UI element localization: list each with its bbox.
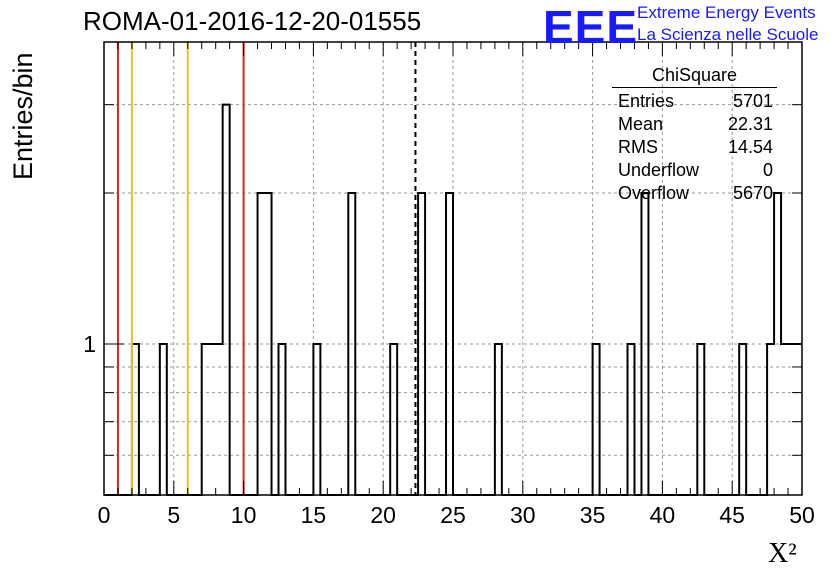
stats-box: ChiSquare Entries 5701 Mean 22.31 RMS 14… bbox=[612, 65, 777, 205]
histogram-bin bbox=[160, 344, 167, 495]
histogram-bin bbox=[418, 193, 425, 495]
x-tick-label: 45 bbox=[719, 502, 745, 528]
x-tick-label: 5 bbox=[167, 502, 180, 528]
histogram-bin bbox=[223, 105, 230, 495]
histogram-bin bbox=[132, 344, 139, 495]
histogram-bin bbox=[495, 344, 502, 495]
histogram-bin bbox=[446, 193, 453, 495]
logo-line-1: Extreme Energy Events bbox=[637, 3, 816, 22]
stats-row: Overflow 5670 bbox=[612, 182, 777, 205]
histogram-bin bbox=[628, 344, 635, 495]
histogram-bin bbox=[767, 344, 774, 495]
logo-line-2: La Scienza nelle Scuole bbox=[637, 25, 819, 44]
stats-label: RMS bbox=[618, 137, 658, 157]
stats-label: Underflow bbox=[618, 160, 700, 180]
tick-labels: 0 5 10 15 20 25 30 35 40 45 50 1 bbox=[83, 331, 815, 528]
histogram-bin bbox=[265, 193, 272, 495]
histogram-bin bbox=[390, 344, 397, 495]
axes bbox=[103, 41, 803, 496]
histogram-bin bbox=[279, 344, 286, 495]
stats-label: Entries bbox=[618, 91, 675, 111]
stats-row: Mean 22.31 bbox=[612, 113, 777, 136]
x-tick-label: 15 bbox=[301, 502, 327, 528]
reference-lines bbox=[116, 42, 417, 495]
y-axis-label: Entries/bin bbox=[8, 52, 38, 180]
histogram-bin bbox=[774, 193, 781, 495]
histogram-bin bbox=[641, 193, 648, 495]
histogram-bin bbox=[209, 344, 216, 495]
histogram-bin bbox=[697, 344, 704, 495]
stats-title: ChiSquare bbox=[612, 65, 777, 88]
stats-value: 14.54 bbox=[727, 137, 773, 157]
x-tick-label: 0 bbox=[98, 502, 111, 528]
stats-row: Entries 5701 bbox=[612, 90, 777, 113]
logo-mark: EEE bbox=[543, 1, 639, 53]
histogram-bin bbox=[313, 344, 320, 495]
stats-row: RMS 14.54 bbox=[612, 136, 777, 159]
x-tick-label: 50 bbox=[789, 502, 815, 528]
x-axis-label: X² bbox=[768, 538, 797, 569]
histogram-bin bbox=[258, 193, 265, 495]
stats-value: 0 bbox=[762, 160, 773, 180]
histogram-bin bbox=[348, 193, 355, 495]
histogram-bin bbox=[781, 344, 788, 495]
stats-label: Overflow bbox=[618, 183, 690, 203]
chart-title: ROMA-01-2016-12-20-01555 bbox=[83, 6, 422, 36]
x-tick-label: 10 bbox=[231, 502, 257, 528]
stats-label: Mean bbox=[618, 114, 664, 134]
x-tick-label: 40 bbox=[650, 502, 676, 528]
y-tick-label: 1 bbox=[83, 331, 96, 357]
stats-value: 22.31 bbox=[727, 114, 773, 134]
x-tick-label: 35 bbox=[580, 502, 606, 528]
histogram-bin bbox=[202, 344, 209, 495]
x-tick-label: 25 bbox=[440, 502, 466, 528]
histogram-bin bbox=[216, 344, 223, 495]
histogram-bin bbox=[593, 344, 600, 495]
x-tick-label: 20 bbox=[370, 502, 396, 528]
stats-value: 5670 bbox=[732, 183, 773, 203]
x-tick-label: 30 bbox=[510, 502, 536, 528]
stats-value: 5701 bbox=[732, 91, 773, 111]
histogram-bin bbox=[739, 344, 746, 495]
stats-row: Underflow 0 bbox=[612, 159, 777, 182]
